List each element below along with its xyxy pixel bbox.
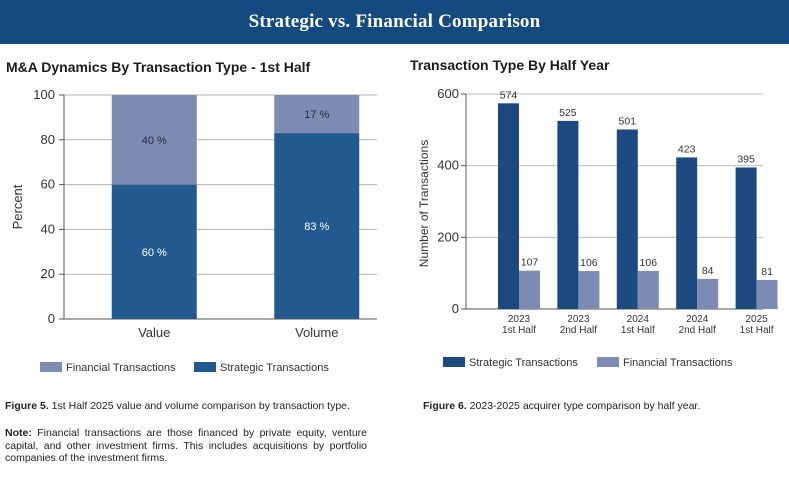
bar-financial <box>756 279 778 309</box>
page-title: Strategic vs. Financial Comparison <box>248 11 541 32</box>
data-label: 395 <box>737 153 755 165</box>
figure5-text: 1st Half 2025 value and volume compariso… <box>48 400 350 412</box>
bar-strategic <box>735 167 757 309</box>
data-label: 107 <box>521 257 539 269</box>
data-label: 81 <box>761 266 773 278</box>
note-label: Note: <box>5 427 32 439</box>
bar-financial <box>637 271 659 309</box>
bar-strategic <box>274 133 360 319</box>
y-tick-label: 60 <box>41 177 55 192</box>
left-chart: 0 20 40 60 80 100 Percent 60 % 40 % Value 83 % 17 %… <box>10 87 377 374</box>
y-tick-label: 20 <box>41 266 55 281</box>
legend-label: Strategic Transactions <box>469 357 578 369</box>
data-label: 40 % <box>142 135 167 147</box>
right-chart-title: Transaction Type By Half Year <box>410 57 610 73</box>
x-tick-label: Volume <box>295 325 338 340</box>
data-label: 423 <box>678 143 696 155</box>
bar-financial <box>111 95 197 185</box>
y-tick-label: 0 <box>452 301 459 316</box>
legend-label: Financial Transactions <box>66 362 176 374</box>
x-tick-label: Value <box>138 325 170 340</box>
y-tick-label: 0 <box>48 311 55 326</box>
note-paragraph: Note: Financial transactions are those f… <box>5 427 367 465</box>
data-label: 60 % <box>142 247 167 259</box>
legend-swatch <box>194 362 216 372</box>
legend-swatch <box>40 362 62 372</box>
x-tick-label-year: 2024 <box>686 314 709 325</box>
x-tick-label-half: 1st Half <box>502 325 536 336</box>
figure6-text: 2023-2025 acquirer type comparison by ha… <box>466 400 701 412</box>
x-tick-label-year: 2023 <box>508 314 531 325</box>
bar-strategic <box>616 129 638 309</box>
data-label: 106 <box>640 257 658 269</box>
right-chart: 0 200 400 600 Number of Transactions 574 107 20… <box>417 86 778 369</box>
data-label: 83 % <box>304 221 329 233</box>
data-label: 501 <box>619 115 637 127</box>
left-chart-title: M&A Dynamics By Transaction Type - 1st H… <box>6 59 311 75</box>
data-label: 84 <box>702 265 714 277</box>
x-tick-label-year: 2025 <box>745 314 768 325</box>
bar-financial <box>274 95 360 134</box>
y-tick-label: 400 <box>437 158 459 173</box>
figure6-caption: Figure 6. 2023-2025 acquirer type compar… <box>423 400 700 413</box>
y-axis-label: Number of Transactions <box>417 140 431 267</box>
figure6-label: Figure 6. <box>423 400 467 412</box>
bar-financial <box>578 271 600 309</box>
x-tick-label-half: 1st Half <box>740 325 774 336</box>
figure5-label: Figure 5. <box>5 400 49 412</box>
x-tick-label-year: 2023 <box>567 314 590 325</box>
bar-financial <box>697 278 719 309</box>
y-tick-label: 600 <box>437 86 459 101</box>
y-tick-label: 100 <box>33 87 55 102</box>
y-tick-label: 200 <box>437 229 459 244</box>
bar-strategic <box>676 157 698 309</box>
note-text: Financial transactions are those finance… <box>5 427 367 464</box>
bar-financial <box>519 270 540 309</box>
x-tick-label-half: 1st Half <box>621 325 655 336</box>
data-label: 17 % <box>304 109 329 121</box>
y-tick-label: 40 <box>41 221 55 236</box>
data-label: 525 <box>559 107 577 119</box>
data-label: 574 <box>500 89 518 101</box>
legend-swatch <box>443 357 465 367</box>
x-tick-label-half: 2nd Half <box>679 325 716 336</box>
legend-swatch <box>597 357 619 367</box>
y-axis-label: Percent <box>10 184 25 229</box>
legend-label: Strategic Transactions <box>220 362 329 374</box>
figure5-caption: Figure 5. 1st Half 2025 value and volume… <box>5 400 350 413</box>
legend-label: Financial Transactions <box>623 357 733 369</box>
bar-strategic <box>498 103 519 309</box>
bar-strategic <box>557 120 579 309</box>
y-tick-label: 80 <box>41 132 55 147</box>
data-label: 106 <box>580 257 598 269</box>
x-tick-label-year: 2024 <box>627 314 650 325</box>
bar-strategic <box>111 184 197 319</box>
x-tick-label-half: 2nd Half <box>560 325 597 336</box>
page-header: Strategic vs. Financial Comparison <box>0 0 789 44</box>
